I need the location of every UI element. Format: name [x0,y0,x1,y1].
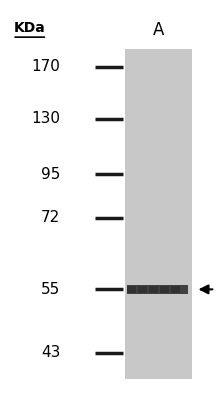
Text: KDa: KDa [14,21,46,35]
Bar [127,285,188,294]
Text: 170: 170 [31,60,60,74]
Text: A: A [153,21,164,39]
Text: 72: 72 [41,210,60,225]
Text: 95: 95 [41,167,60,182]
Bar [171,286,180,293]
Bar [138,286,147,293]
Text: 55: 55 [41,282,60,297]
Bar [125,49,192,379]
Text: 130: 130 [31,111,60,126]
Bar [160,286,169,293]
Bar [149,286,158,293]
Text: 43: 43 [41,346,60,360]
Bar [127,286,136,293]
